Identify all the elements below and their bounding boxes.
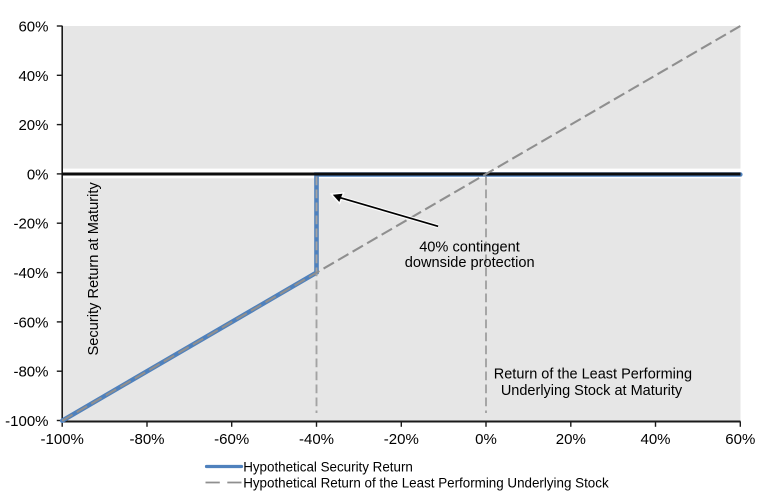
svg-text:60%: 60% [725,431,755,448]
svg-text:20%: 20% [18,117,48,134]
svg-text:-40%: -40% [13,265,48,282]
svg-text:Hypothetical Security Return: Hypothetical Security Return [243,459,413,474]
svg-text:0%: 0% [27,166,49,183]
svg-text:Underlying Stock at Maturity: Underlying Stock at Maturity [501,383,683,399]
svg-text:-20%: -20% [13,216,48,233]
svg-text:-80%: -80% [129,431,164,448]
svg-text:40%: 40% [640,431,670,448]
svg-text:-40%: -40% [299,431,334,448]
svg-text:-60%: -60% [214,431,249,448]
svg-text:-100%: -100% [41,431,84,448]
svg-text:0%: 0% [475,431,497,448]
svg-text:-80%: -80% [13,364,48,381]
svg-text:Return of the Least Performing: Return of the Least Performing [494,366,692,382]
svg-text:-20%: -20% [384,431,419,448]
svg-text:40% contingent: 40% contingent [419,240,520,256]
svg-text:40%: 40% [18,68,48,85]
svg-text:-60%: -60% [13,314,48,331]
svg-text:Security Return at Maturity: Security Return at Maturity [86,182,102,356]
svg-text:60%: 60% [18,19,48,36]
svg-text:20%: 20% [556,431,586,448]
svg-text:-100%: -100% [5,413,48,430]
svg-text:Hypothetical Return of the Lea: Hypothetical Return of the Least Perform… [243,475,609,490]
svg-text:downside protection: downside protection [405,255,535,271]
